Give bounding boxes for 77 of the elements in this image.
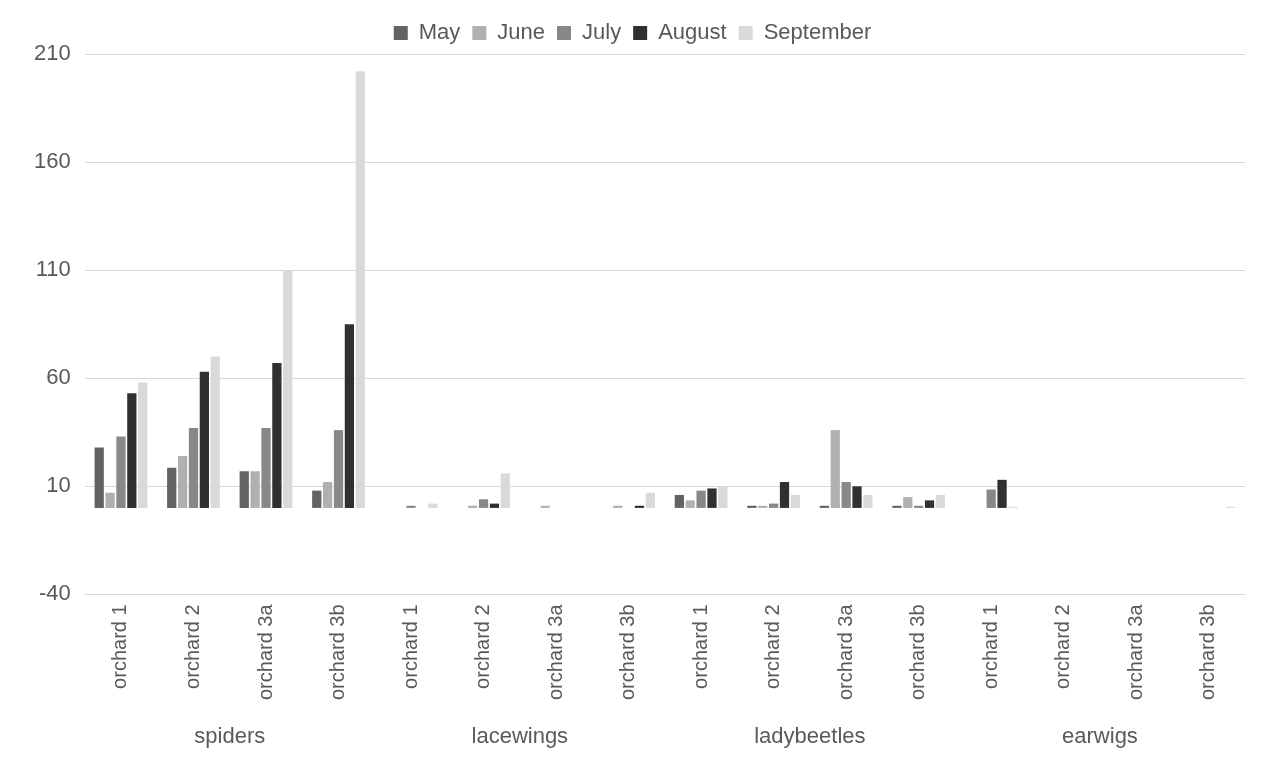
bar: [674, 494, 684, 508]
x-tick-label: orchard 3b: [906, 604, 929, 701]
bar: [406, 505, 416, 508]
bar: [489, 503, 500, 508]
bar: [707, 488, 717, 508]
bar: [819, 505, 830, 508]
x-tick-label: orchard 1: [978, 604, 1001, 689]
bar: [769, 503, 779, 508]
bar: [924, 500, 935, 508]
bar: [478, 499, 489, 508]
text: earwigs: [1062, 723, 1138, 749]
bar: [272, 363, 282, 508]
legend-label: May: [418, 19, 461, 45]
x-tick-label: orchard 2: [181, 604, 203, 689]
y-tick-label: 60: [46, 364, 71, 390]
x-tick-label: orchard 3a: [253, 603, 276, 701]
bar: [167, 467, 177, 508]
bar: [344, 324, 355, 508]
bar: [177, 456, 188, 508]
bar: [105, 492, 115, 508]
x-tick-label: orchard 3a: [833, 603, 856, 701]
legend-label: September: [763, 19, 872, 45]
legend-label: July: [582, 19, 622, 45]
bar: [685, 500, 695, 508]
text: ladybeetles: [754, 723, 866, 749]
bar: [250, 471, 260, 508]
bar: [790, 494, 801, 508]
bar: [779, 481, 790, 508]
bar: [199, 371, 209, 508]
bar: [645, 492, 655, 508]
bar: [747, 505, 757, 508]
x-tick-label: orchard 2: [471, 604, 494, 689]
text: spiders: [194, 723, 266, 749]
x-tick-label: orchard 3b: [1196, 604, 1219, 701]
legend-label: August: [658, 19, 727, 45]
x-tick-label: orchard 1: [108, 604, 131, 689]
y-tick-label: -40: [38, 580, 71, 606]
y-tick-label: 10: [46, 472, 71, 498]
bar: [428, 503, 438, 508]
text: lacewings: [471, 723, 569, 749]
bar: [997, 479, 1007, 508]
bar: [468, 505, 478, 508]
bar: [696, 490, 706, 508]
x-tick-label: orchard 3b: [616, 604, 639, 701]
bar: [540, 505, 550, 508]
bar: [127, 393, 137, 508]
x-tick-label: orchard 3b: [326, 604, 349, 701]
bar: [986, 489, 996, 508]
bar: [830, 430, 840, 508]
bar: [841, 481, 851, 508]
bar: [613, 505, 623, 508]
y-tick-label: 110: [35, 256, 71, 282]
bar: [852, 486, 862, 508]
bar: [935, 494, 946, 508]
x-tick-label: orchard 2: [761, 604, 784, 689]
bar: [116, 436, 126, 508]
bar: [239, 471, 249, 508]
x-tick-label: orchard 3a: [543, 603, 566, 701]
bar: [903, 497, 913, 508]
bar: [892, 505, 902, 508]
bar: [333, 430, 344, 508]
x-tick-label: orchard 1: [688, 604, 711, 689]
bar: [312, 490, 322, 508]
bar: [323, 481, 333, 508]
x-tick-label: orchard 2: [1051, 604, 1074, 689]
y-tick-label: 160: [33, 148, 71, 174]
bar: [188, 427, 199, 508]
bar: [94, 447, 104, 508]
bar: [261, 427, 271, 508]
x-tick-label: orchard 3a: [1123, 603, 1146, 701]
bar: [758, 505, 768, 508]
x-tick-label: orchard 1: [398, 604, 421, 689]
bar: [914, 505, 924, 508]
bar: [634, 505, 645, 508]
y-tick-label: 210: [33, 40, 71, 66]
legend-label: June: [497, 19, 546, 45]
bar: [863, 494, 873, 508]
